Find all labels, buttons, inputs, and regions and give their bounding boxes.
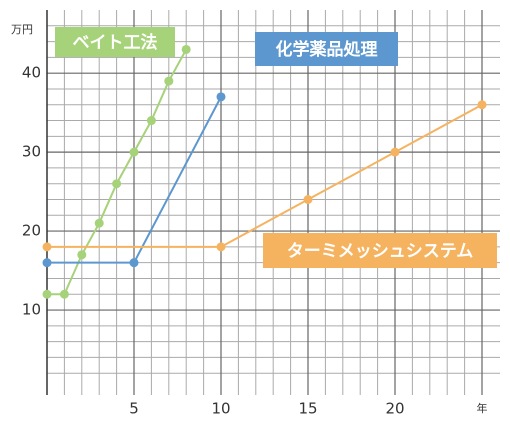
y-axis-label: 万円 [11,23,33,36]
legend-box [263,233,497,268]
legend-label: ターミメッシュシステム [287,242,474,262]
point [181,44,191,54]
point [477,100,487,110]
legend-label: 化学薬品処理 [276,39,378,60]
x-tick-label: 5 [129,400,139,418]
point [390,147,400,157]
legend-label: ベイト工法 [73,32,158,53]
point [42,289,52,299]
x-tick-label: 10 [211,400,230,418]
legend-box [55,27,175,57]
point [164,76,174,86]
x-tick-label: 年 [477,401,488,415]
y-tick-label: 30 [22,143,41,161]
point [129,258,139,268]
x-tick-label: 20 [385,400,404,418]
point [303,195,313,204]
x-tick-label: 15 [298,400,317,418]
point [112,179,122,189]
y-tick-label: 20 [22,222,41,240]
point [42,242,52,252]
point [94,218,104,228]
point [216,242,226,252]
point [146,116,156,126]
series-line [47,103,483,248]
y-tick-label: 40 [22,64,41,82]
point [59,289,69,299]
point [77,250,87,260]
point [42,258,52,268]
point [129,147,139,157]
legend-box [255,32,398,66]
y-tick-label: 10 [22,301,41,319]
point [216,92,226,102]
